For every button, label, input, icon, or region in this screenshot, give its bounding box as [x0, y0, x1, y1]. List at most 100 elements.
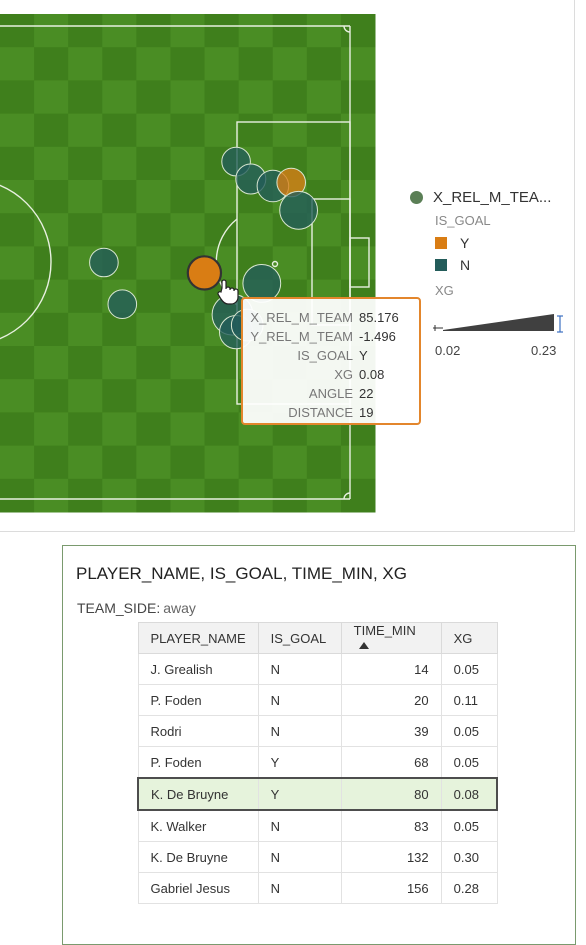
shots-table: PLAYER_NAME IS_GOAL TIME_MIN XG J. Greal… [136, 622, 499, 904]
legend-label-y: Y [460, 235, 470, 251]
grass-cell [102, 445, 137, 480]
grass-cell [136, 312, 171, 347]
grass-cell [136, 379, 171, 413]
grass-cell [68, 445, 103, 480]
grass-cell [34, 379, 69, 413]
grass-cell [204, 412, 240, 447]
grass-cell [204, 113, 240, 148]
cell-goal: N [257, 715, 342, 747]
cell-time: 80 [340, 777, 442, 811]
col-time-min[interactable]: TIME_MIN [340, 622, 442, 654]
cell-xg: 0.11 [440, 684, 498, 716]
team-side-filter[interactable]: TEAM_SIDE: away [77, 600, 196, 616]
sort-ascending-icon[interactable] [358, 642, 369, 649]
tooltip-key: IS_GOAL [297, 348, 353, 363]
grass-cell [136, 47, 171, 81]
grass-cell [136, 213, 171, 247]
grass-cell [170, 379, 206, 413]
shot-point-hovered[interactable] [186, 255, 223, 291]
grass-cell [68, 113, 103, 148]
grass-cell [306, 47, 342, 81]
grass-cell [170, 146, 206, 181]
grass-cell [204, 213, 240, 247]
table-row[interactable]: J. Grealish N 14 0.05 [137, 653, 498, 685]
corner-arc-top [343, 25, 351, 33]
tooltip-value: Y [359, 348, 368, 363]
grass-cell [170, 412, 206, 447]
cell-xg: 0.05 [440, 715, 498, 747]
table-row[interactable]: K. De Bruyne Y 80 0.08 [136, 777, 499, 811]
grass-cell [204, 80, 240, 115]
grass-cell [170, 47, 206, 81]
cell-player: Gabriel Jesus [137, 872, 259, 904]
grass-cell [0, 80, 35, 115]
grass-cell [34, 80, 69, 115]
shot-point[interactable] [279, 190, 319, 230]
chart-legend: X_REL_M_TEA... IS_GOAL Y N XG [410, 186, 570, 302]
grass-cell [238, 213, 274, 247]
grass-cell [204, 14, 240, 48]
grass-cell [0, 14, 35, 48]
grass-cell [272, 14, 308, 48]
grass-cell [34, 412, 69, 447]
col-time-min-label: TIME_MIN [353, 623, 416, 638]
grass-cell [272, 478, 308, 513]
grass-cell [136, 14, 171, 48]
cell-player: K. Walker [137, 809, 259, 842]
grass-cell [34, 146, 69, 181]
table-panel: PLAYER_NAME, IS_GOAL, TIME_MIN, XG TEAM_… [62, 545, 576, 945]
grass-cell [34, 213, 69, 247]
table-row[interactable]: P. Foden Y 68 0.05 [137, 746, 498, 779]
grass-cell [238, 47, 274, 81]
table-row[interactable]: P. Foden N 20 0.11 [137, 684, 498, 716]
grass-cell [68, 478, 103, 513]
col-is-goal[interactable]: IS_GOAL [257, 622, 342, 654]
cell-player: J. Grealish [137, 653, 259, 685]
grass-cell [272, 445, 308, 480]
grass-cell [238, 478, 274, 513]
table-header-row: PLAYER_NAME IS_GOAL TIME_MIN XG [137, 622, 498, 654]
grass-cell [306, 80, 342, 115]
grass-cell [68, 412, 103, 447]
legend-item-y[interactable]: Y [410, 232, 570, 254]
tooltip-value: -1.496 [359, 329, 396, 344]
grass-cell [0, 180, 35, 214]
shot-point[interactable] [107, 289, 138, 320]
table-body: J. Grealish N 14 0.05 P. Foden N 20 0.11 Rodri N 3… [136, 653, 499, 904]
grass-cell [204, 445, 240, 480]
hand-cursor-icon [217, 279, 239, 305]
tooltip-key: XG [334, 367, 353, 382]
grass-cell [306, 14, 342, 48]
shot-point[interactable] [89, 247, 119, 278]
grass-cell [340, 146, 376, 181]
grass-cell [136, 346, 171, 380]
grass-cell [102, 478, 137, 513]
tooltip-value: 85.176 [359, 310, 399, 325]
cell-xg: 0.05 [440, 653, 498, 685]
grass-cell [136, 80, 171, 115]
grass-cell [136, 246, 171, 281]
chart-panel: X_REL_M_TEA... IS_GOAL Y N XG 0.02 0.23 … [0, 0, 575, 532]
col-player-name[interactable]: PLAYER_NAME [137, 622, 259, 654]
grass-cell [34, 279, 69, 314]
cell-goal: N [257, 872, 342, 904]
corner-arc-bottom [343, 492, 351, 500]
col-xg[interactable]: XG [440, 622, 498, 654]
table-row[interactable]: Gabriel Jesus N 156 0.28 [137, 872, 498, 904]
table-row[interactable]: K. De Bruyne N 132 0.30 [137, 841, 498, 873]
grass-cell [136, 412, 171, 447]
grass-cell [102, 180, 137, 214]
legend-size-field: XG [435, 282, 454, 298]
legend-item-n[interactable]: N [410, 254, 570, 276]
table-row[interactable]: K. Walker N 83 0.05 [137, 809, 498, 842]
grass-cell [0, 379, 35, 413]
tooltip-value: 0.08 [359, 367, 385, 382]
grass-cell [34, 14, 69, 48]
grass-cell [238, 445, 274, 480]
grass-cell [340, 213, 376, 247]
grass-cell [0, 47, 35, 81]
grass-cell [34, 180, 69, 214]
grass-cell [102, 113, 137, 148]
grass-cell [136, 180, 171, 214]
table-row[interactable]: Rodri N 39 0.05 [137, 715, 498, 747]
